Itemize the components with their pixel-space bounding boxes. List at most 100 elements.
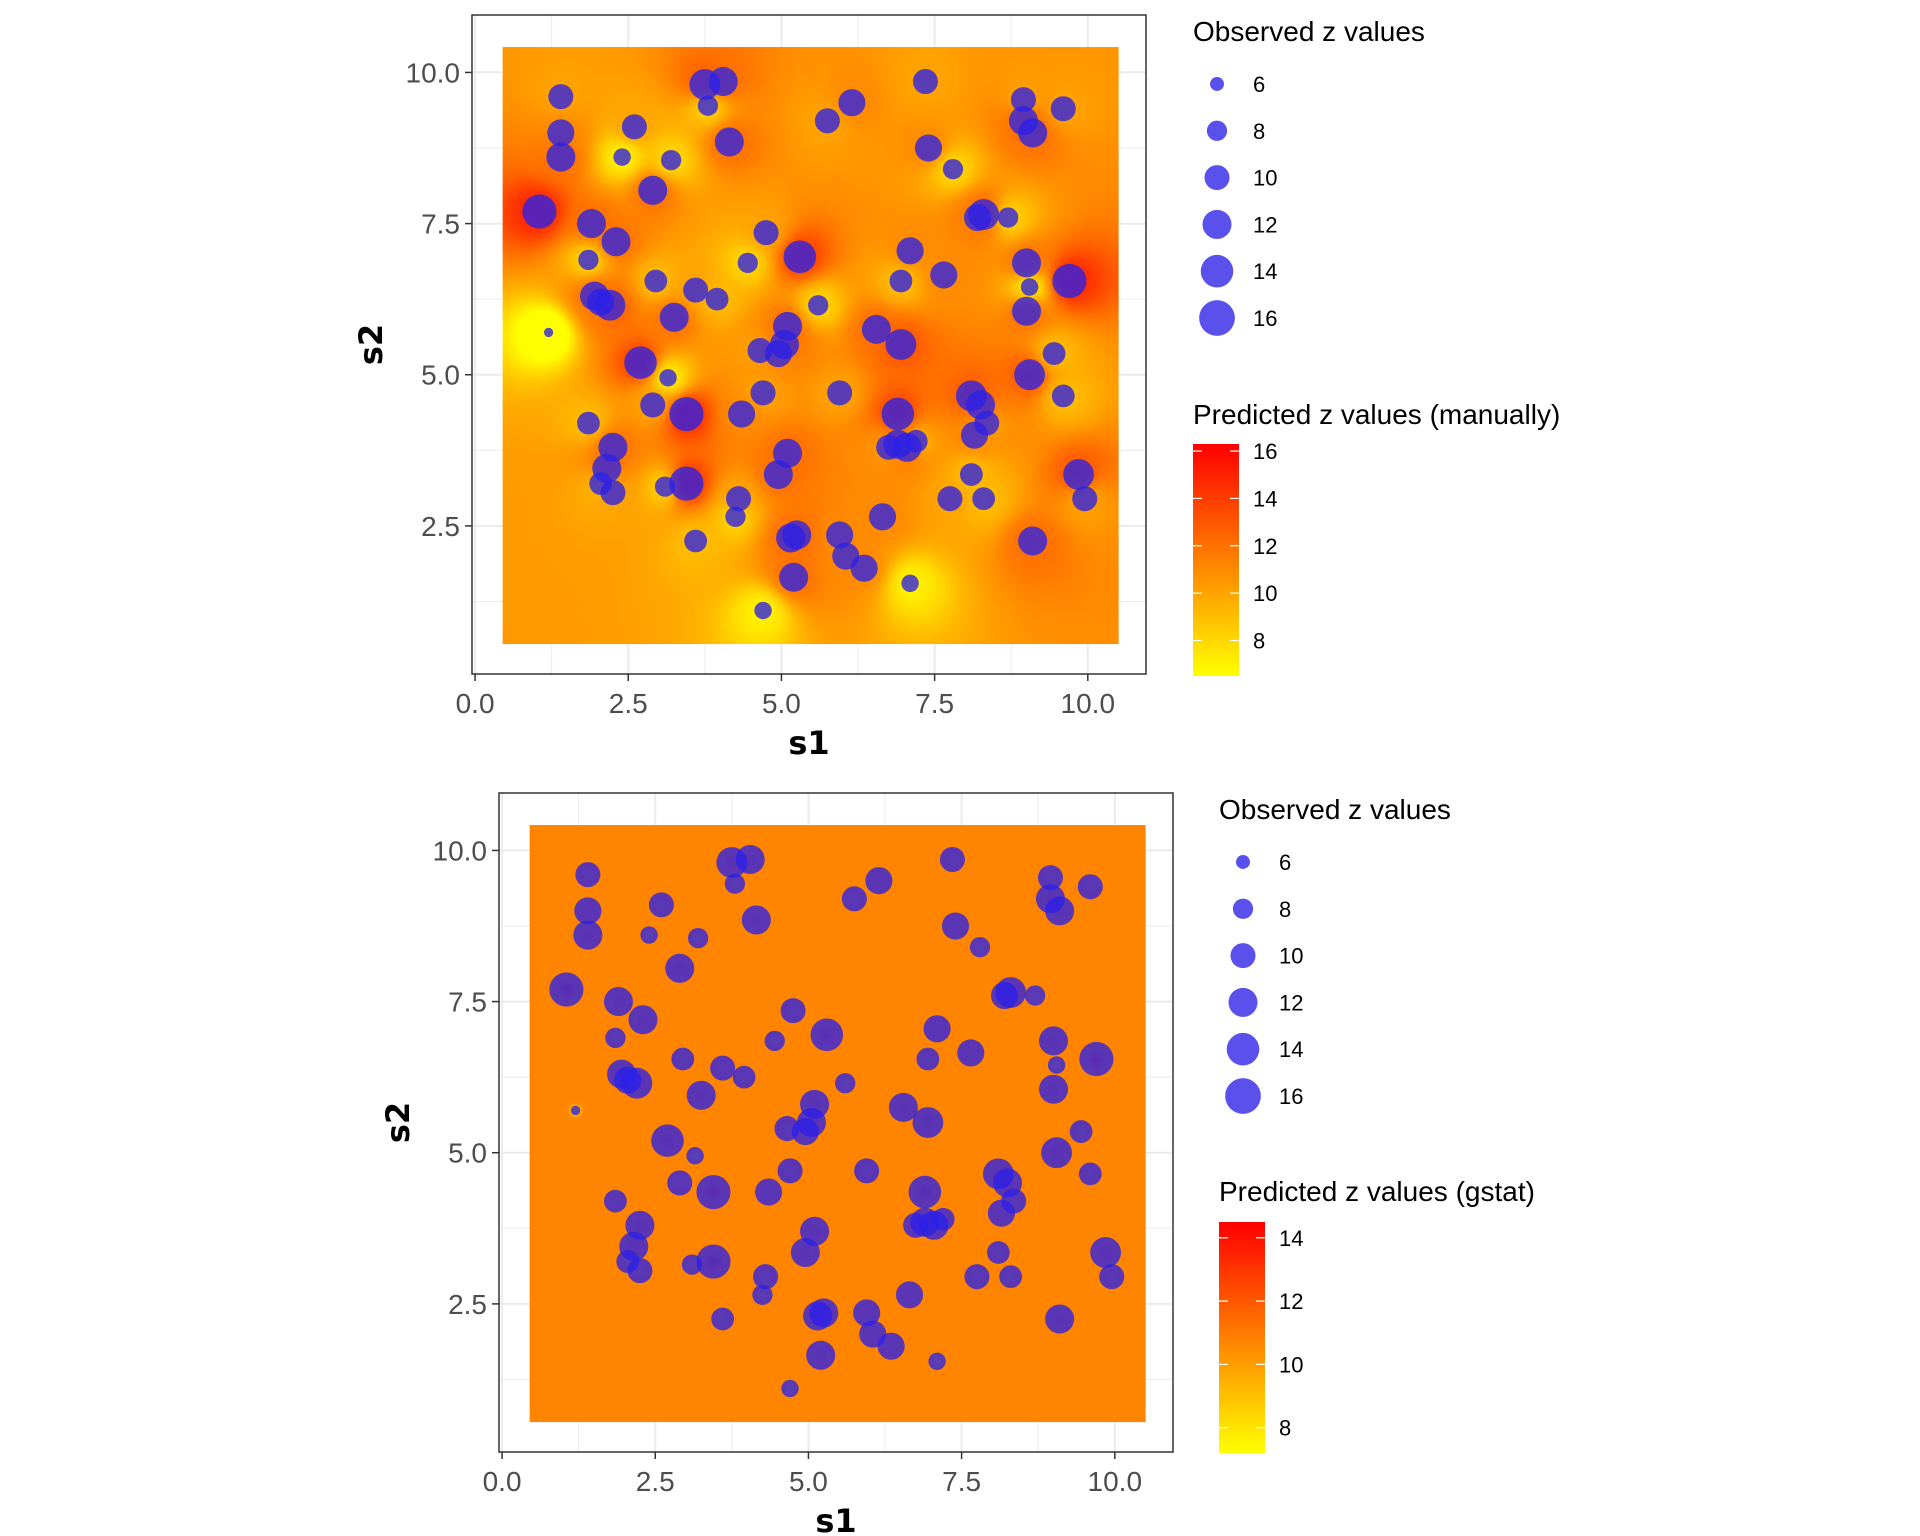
observed-point	[835, 1073, 856, 1094]
colorbar-label: 8	[1279, 1416, 1291, 1441]
observed-points	[522, 66, 1098, 620]
observed-point	[1041, 1137, 1073, 1169]
observed-point	[755, 1178, 783, 1206]
observed-point	[806, 1340, 836, 1370]
size-legend-label: 10	[1279, 944, 1303, 969]
observed-point	[667, 1170, 693, 1196]
observed-point	[779, 562, 809, 592]
x-tick-label: 7.5	[942, 1466, 981, 1497]
size-legend-label: 10	[1253, 166, 1277, 191]
observed-point	[574, 897, 602, 925]
observed-point	[522, 194, 557, 229]
size-legend-key	[1206, 120, 1228, 141]
observed-point	[576, 209, 607, 239]
observed-point	[1047, 1056, 1066, 1074]
size-legend-title: Observed z values	[1219, 794, 1451, 825]
observed-point	[914, 134, 943, 162]
observed-point	[1072, 486, 1098, 512]
size-legend-label: 12	[1253, 212, 1277, 237]
observed-point	[1050, 96, 1076, 122]
fill-legend-title: Predicted z values (gstat)	[1219, 1176, 1535, 1207]
observed-point	[826, 521, 854, 549]
observed-point	[1014, 359, 1046, 391]
observed-point	[1078, 1162, 1102, 1186]
observed-point	[638, 175, 668, 205]
observed-point	[809, 1298, 839, 1328]
colorbar-label: 14	[1279, 1226, 1303, 1251]
observed-point	[854, 1158, 880, 1184]
observed-point	[575, 862, 601, 888]
size-legend-label: 16	[1253, 306, 1277, 331]
observed-point	[604, 1189, 627, 1213]
x-tick-label: 2.5	[609, 688, 648, 719]
size-legend-label: 16	[1279, 1084, 1303, 1109]
observed-point	[1079, 1041, 1114, 1077]
observed-point	[1011, 248, 1042, 278]
observed-point	[600, 480, 626, 506]
y-tick-label: 7.5	[421, 209, 460, 240]
observed-point	[683, 277, 709, 303]
observed-point	[808, 295, 829, 316]
observed-point	[814, 108, 840, 134]
x-tick-label: 10.0	[1061, 688, 1116, 719]
observed-point	[735, 844, 765, 875]
observed-point	[648, 892, 674, 918]
size-legend: Observed z values 6 8 10 12 14 16	[1219, 794, 1451, 1114]
chart-panel-2: 0.0 2.5 5.0 7.5 10.0 2.5 5.0 7.5 10.0 s1 s2 Observe…	[379, 792, 1535, 1536]
size-legend-key	[1225, 1078, 1261, 1114]
observed-point	[763, 459, 793, 490]
observed-point	[999, 1265, 1023, 1289]
observed-point	[1052, 263, 1087, 299]
observed-point	[810, 1018, 844, 1052]
x-tick-label: 5.0	[789, 1466, 828, 1497]
observed-point	[969, 937, 991, 958]
observed-point	[889, 269, 913, 293]
observed-point	[881, 397, 915, 431]
observed-point	[764, 1030, 785, 1052]
y-tick-label: 2.5	[448, 1289, 487, 1320]
observed-point	[696, 1244, 731, 1279]
size-legend-title: Observed z values	[1193, 16, 1425, 47]
x-tick-label: 0.0	[483, 1466, 522, 1497]
observed-point	[1090, 1237, 1122, 1268]
x-tick-label: 7.5	[915, 688, 954, 719]
y-tick-label: 10.0	[406, 57, 461, 88]
observed-point	[995, 977, 1027, 1008]
y-axis-title: s2	[352, 324, 390, 365]
size-legend-label: 6	[1279, 850, 1291, 875]
observed-point	[777, 1158, 803, 1184]
observed-point	[710, 1055, 736, 1081]
chart-panel-1: 0.0 2.5 5.0 7.5 10.0 2.5 5.0 7.5 10.0 s1 s2 Observe…	[352, 14, 1560, 762]
size-legend-label: 14	[1253, 259, 1277, 284]
observed-point	[627, 1258, 653, 1284]
observed-point	[896, 237, 924, 265]
colorbar-label: 16	[1253, 439, 1277, 464]
observed-point	[546, 142, 576, 172]
size-legend-key	[1230, 943, 1256, 969]
fill-legend: Predicted z values (manually) 8 10 12 14 16	[1193, 399, 1560, 676]
colorbar-label: 12	[1279, 1289, 1303, 1314]
observed-point	[1051, 384, 1075, 408]
observed-point	[686, 1080, 716, 1110]
observed-point	[1018, 118, 1048, 148]
observed-point	[603, 987, 634, 1017]
observed-point	[753, 220, 779, 246]
observed-point	[549, 972, 584, 1007]
observed-point	[621, 114, 647, 140]
observed-point	[1042, 342, 1066, 365]
observed-point	[865, 867, 893, 895]
observed-point	[659, 302, 689, 332]
size-legend-label: 6	[1253, 72, 1265, 97]
observed-point	[853, 1299, 881, 1327]
observed-point	[972, 487, 996, 511]
observed-point	[783, 240, 817, 274]
observed-point	[790, 1237, 820, 1268]
observed-point	[547, 119, 575, 147]
observed-point	[640, 926, 658, 944]
size-legend-key	[1204, 165, 1230, 191]
observed-point	[964, 1264, 990, 1290]
observed-point	[841, 886, 867, 912]
size-legend-label: 8	[1253, 119, 1265, 144]
size-legend-key	[1232, 898, 1254, 919]
